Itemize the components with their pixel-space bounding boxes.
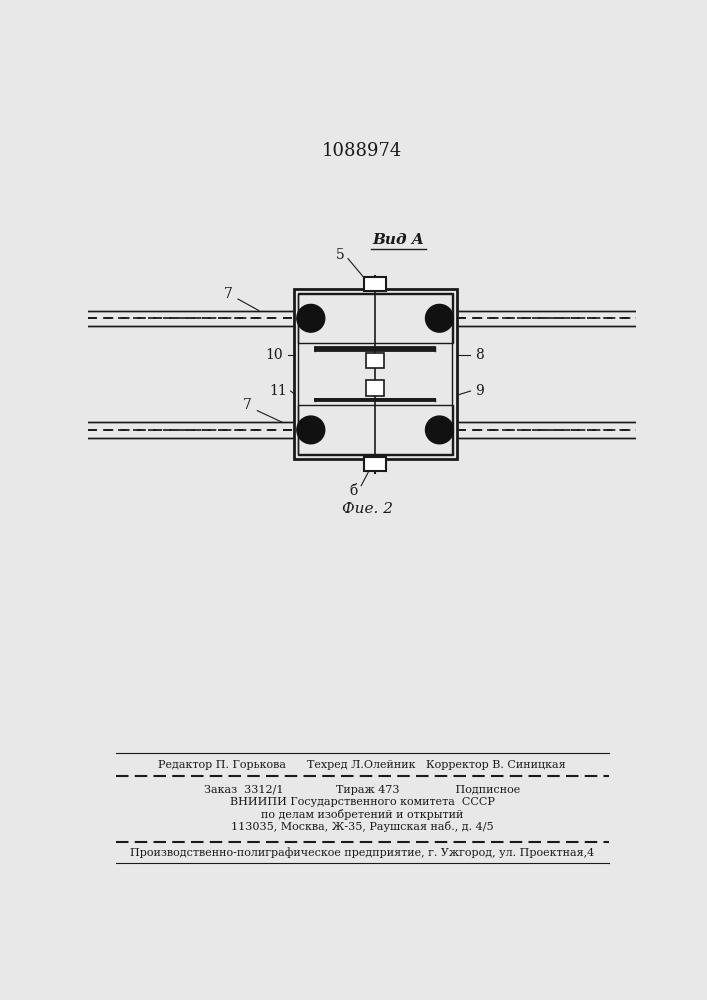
Bar (366, 353, 385, 368)
Circle shape (297, 416, 325, 444)
Text: 11: 11 (269, 384, 287, 398)
Text: 7: 7 (243, 398, 252, 412)
Text: 10: 10 (266, 348, 284, 362)
Text: Производственно-полиграфическое предприятие, г. Ужгород, ул. Проектная,4: Производственно-полиграфическое предприя… (130, 848, 594, 858)
Bar (298, 294, 452, 454)
Circle shape (426, 304, 453, 332)
Bar (293, 289, 457, 459)
Text: Фие. 2: Фие. 2 (342, 502, 393, 516)
Bar (364, 277, 386, 291)
Text: 7: 7 (223, 287, 233, 301)
Bar (366, 380, 385, 396)
Bar (298, 293, 452, 343)
Text: 113035, Москва, Ж-35, Раушская наб., д. 4/5: 113035, Москва, Ж-35, Раушская наб., д. … (230, 821, 493, 832)
Text: 1088974: 1088974 (322, 142, 402, 160)
Text: Редактор П. Горькова      Техред Л.Олейник   Корректор В. Синицкая: Редактор П. Горькова Техред Л.Олейник Ко… (158, 760, 566, 770)
Text: Заказ  3312/1               Тираж 473                Подписное: Заказ 3312/1 Тираж 473 Подписное (204, 785, 520, 795)
Text: 5: 5 (336, 248, 344, 262)
Text: 8: 8 (475, 348, 484, 362)
Text: Вид A: Вид A (373, 233, 424, 247)
Text: 9: 9 (475, 384, 484, 398)
Bar (298, 405, 452, 455)
Text: б: б (349, 484, 358, 498)
Text: по делам изобретений и открытий: по делам изобретений и открытий (261, 809, 463, 820)
Circle shape (297, 304, 325, 332)
Bar (364, 457, 386, 471)
Text: ВНИИПИ Государственного комитета  СССР: ВНИИПИ Государственного комитета СССР (230, 797, 494, 807)
Circle shape (426, 416, 453, 444)
